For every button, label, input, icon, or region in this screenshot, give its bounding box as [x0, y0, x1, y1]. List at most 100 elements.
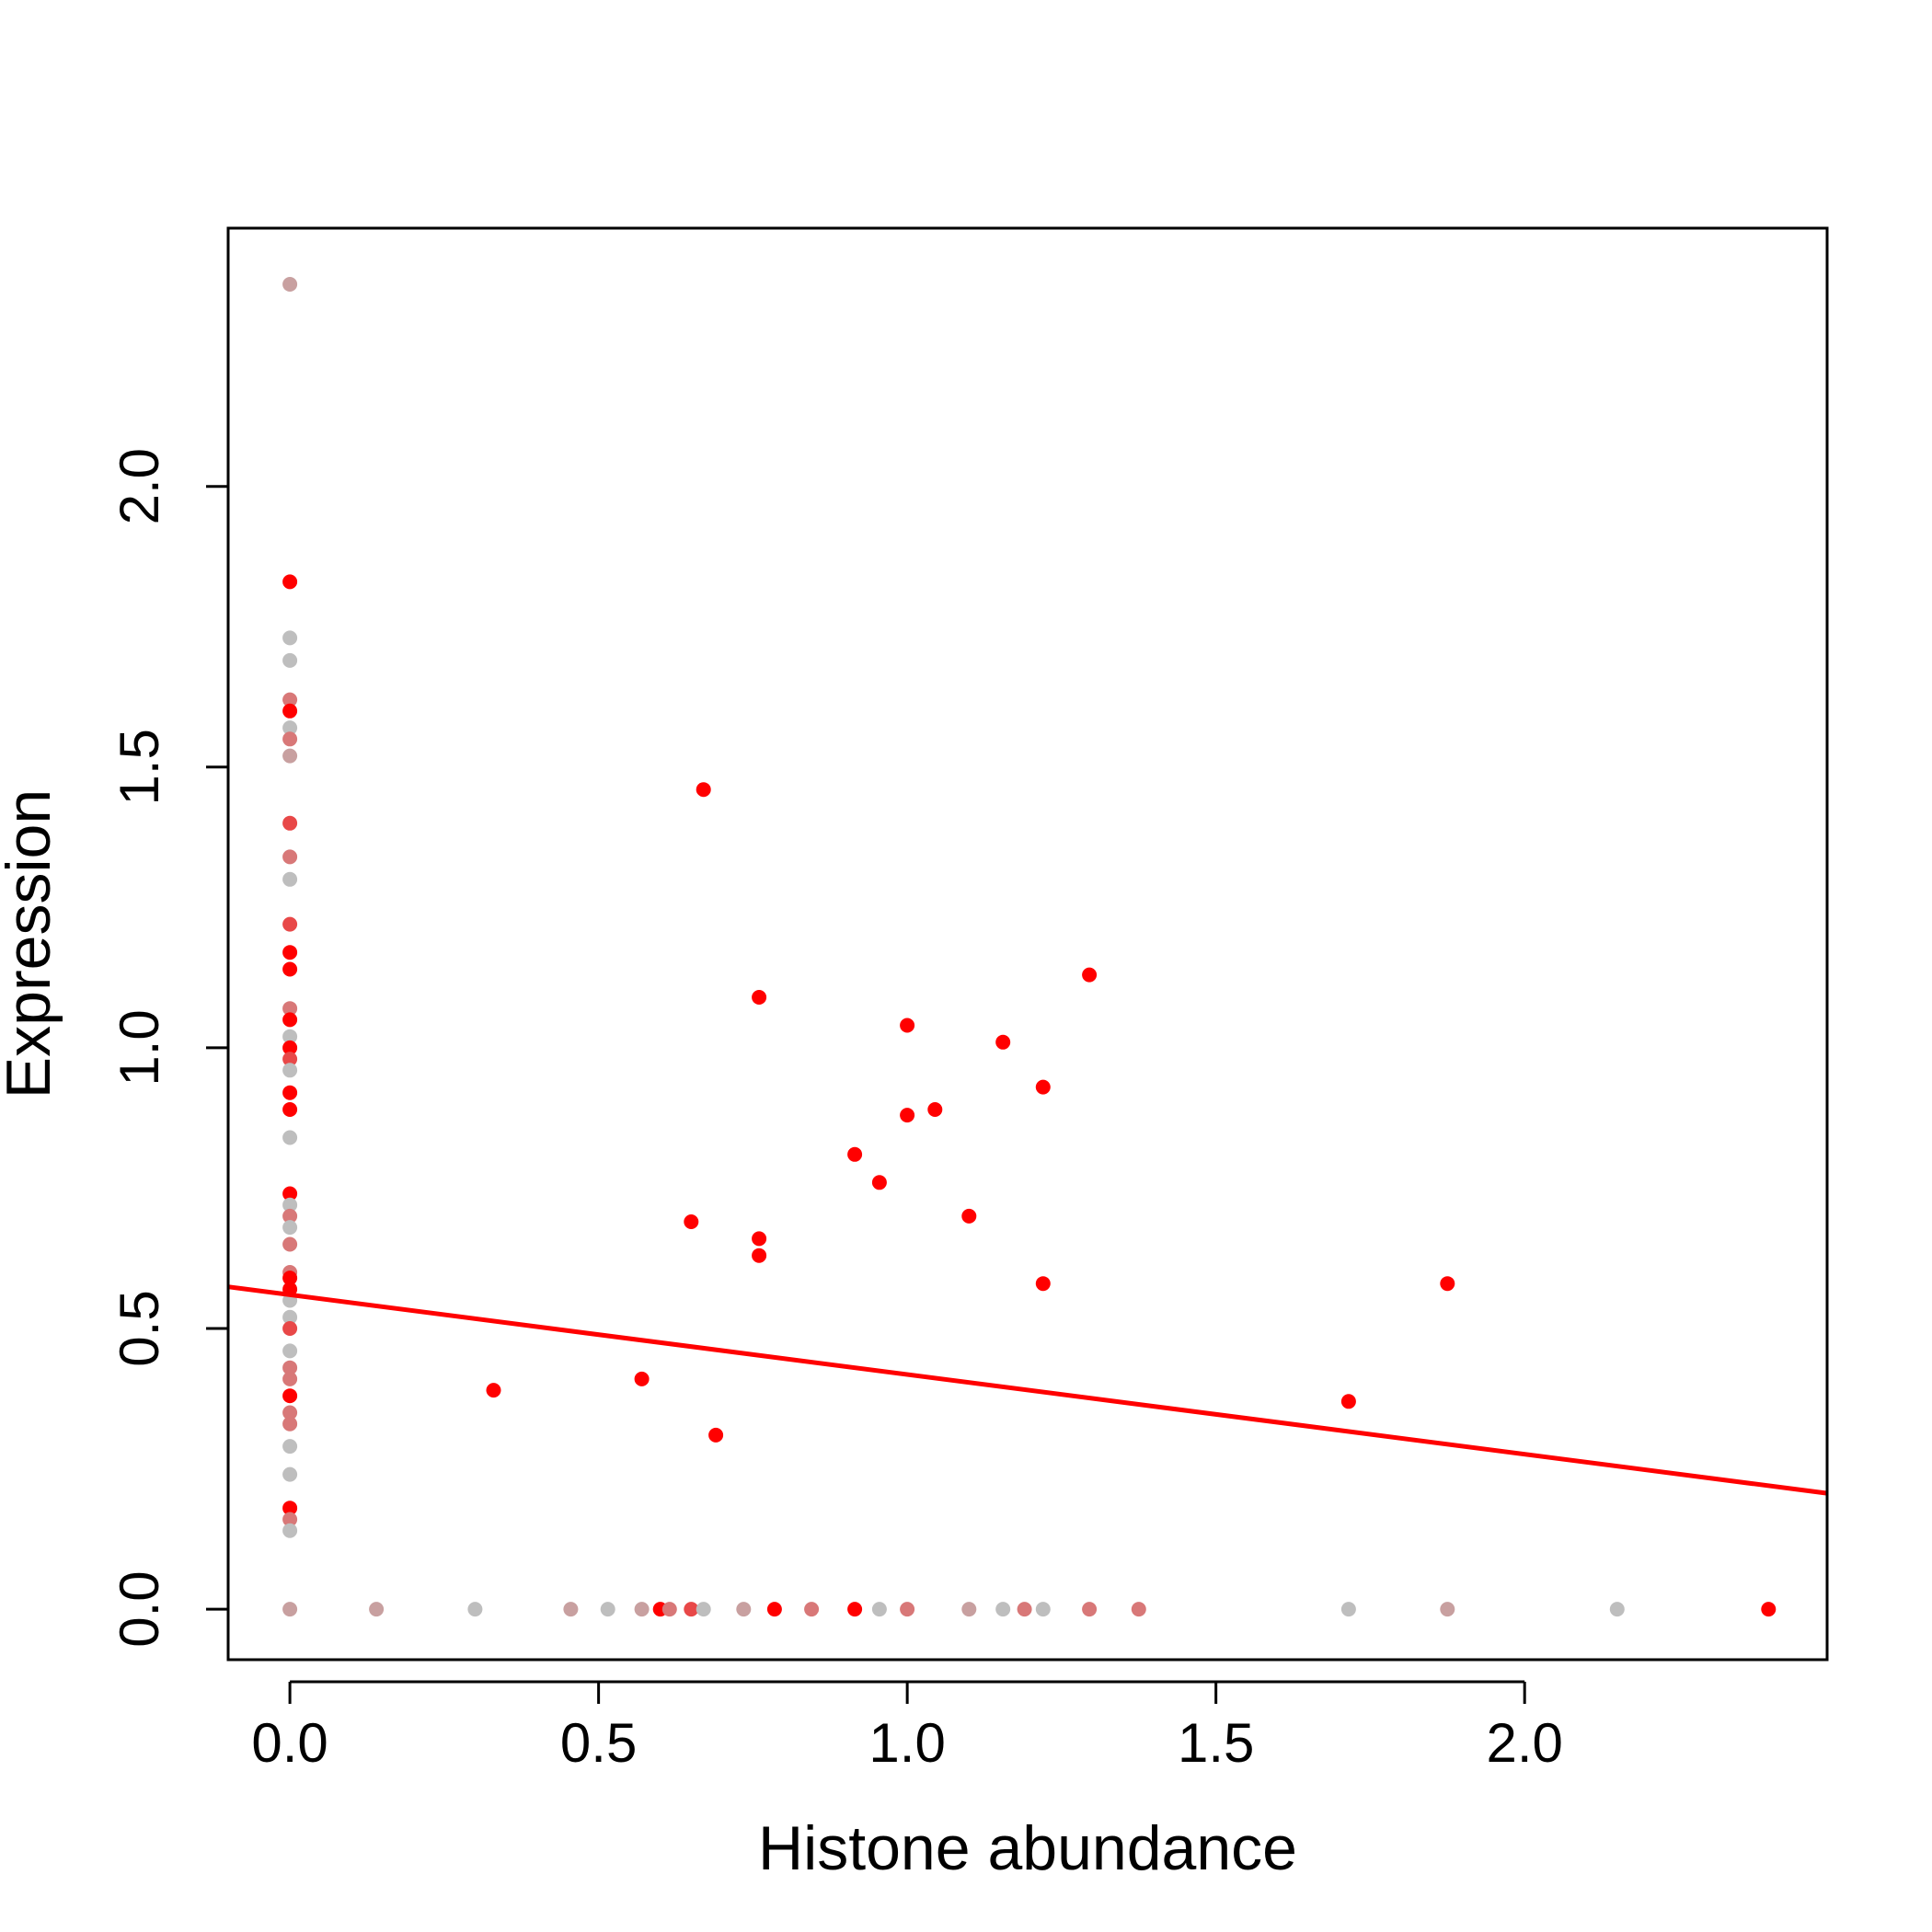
data-point: [282, 1512, 298, 1527]
data-point: [900, 1108, 915, 1123]
data-point: [1761, 1602, 1777, 1617]
x-tick-label: 0.0: [251, 1712, 328, 1774]
data-point: [927, 1102, 943, 1117]
data-point: [282, 1501, 298, 1516]
y-tick-label: 2.0: [109, 448, 170, 524]
data-point: [736, 1602, 752, 1617]
x-tick-label: 1.5: [1178, 1712, 1254, 1774]
data-point: [282, 1186, 298, 1202]
data-point: [766, 1602, 782, 1617]
data-point: [1017, 1602, 1032, 1617]
x-axis: 0.0 0.5 1.0 1.5 2.0: [251, 1680, 1563, 1774]
plot-frame: [226, 226, 1829, 1662]
data-point: [282, 692, 298, 707]
y-tick-label: 1.0: [109, 1009, 170, 1086]
x-tick-label: 1.0: [868, 1712, 945, 1774]
data-point: [282, 720, 298, 736]
data-point: [961, 1602, 977, 1617]
data-point: [282, 1523, 298, 1538]
data-point: [634, 1371, 650, 1386]
data-point: [634, 1602, 650, 1617]
data-point: [1131, 1602, 1146, 1617]
data-point: [282, 1321, 298, 1336]
y-tick-label: 0.5: [109, 1290, 170, 1366]
data-point: [282, 1343, 298, 1359]
data-point: [1082, 1602, 1098, 1617]
data-point: [282, 1439, 298, 1455]
data-point: [282, 1220, 298, 1236]
data-point: [282, 1040, 298, 1055]
data-point: [961, 1208, 977, 1224]
data-point: [1035, 1276, 1051, 1292]
data-point: [282, 1085, 298, 1100]
data-point: [486, 1383, 501, 1398]
data-point: [282, 1602, 298, 1617]
data-point: [282, 1130, 298, 1145]
data-point: [684, 1602, 699, 1617]
data-point: [282, 916, 298, 932]
x-tick-label: 2.0: [1486, 1712, 1562, 1774]
data-point: [282, 849, 298, 865]
data-point: [282, 1102, 298, 1117]
data-point: [708, 1427, 724, 1443]
data-point: [282, 1197, 298, 1213]
data-point: [752, 1248, 767, 1263]
x-tick-label: 0.5: [560, 1712, 637, 1774]
data-point: [752, 990, 767, 1005]
regression-line: [227, 1284, 1828, 1496]
data-point: [282, 1012, 298, 1028]
data-point: [1609, 1602, 1625, 1617]
data-point: [282, 1360, 298, 1375]
data-point: [282, 1466, 298, 1482]
data-point: [467, 1602, 483, 1617]
y-tick-label: 1.5: [109, 729, 170, 805]
data-point: [847, 1602, 863, 1617]
data-point: [282, 961, 298, 977]
data-point: [1440, 1602, 1455, 1617]
data-point: [282, 1371, 298, 1386]
data-point: [282, 945, 298, 960]
data-point: [282, 277, 298, 292]
data-point: [1340, 1602, 1356, 1617]
y-axis: 0.0 0.5 1.0 1.5 2.0: [109, 448, 230, 1648]
y-tick-label: 0.0: [109, 1570, 170, 1647]
data-point: [282, 1001, 298, 1017]
data-point: [282, 1388, 298, 1404]
x-axis-label: Histone abundance: [758, 1813, 1297, 1883]
data-point: [282, 1029, 298, 1044]
data-point: [1340, 1394, 1356, 1409]
data-point: [1035, 1079, 1051, 1095]
data-point: [282, 1271, 298, 1286]
data-point: [282, 1309, 298, 1325]
data-point: [900, 1018, 915, 1033]
data-point: [696, 782, 711, 798]
data-point: [282, 731, 298, 747]
data-point: [684, 1214, 699, 1229]
data-point: [995, 1034, 1011, 1050]
data-point: [282, 1063, 298, 1078]
data-point: [847, 1146, 863, 1162]
data-point: [282, 703, 298, 719]
data-point: [900, 1602, 915, 1617]
data-point: [995, 1602, 1011, 1617]
data-point: [804, 1602, 820, 1617]
data-point: [282, 748, 298, 764]
data-point: [282, 1052, 298, 1067]
data-point: [563, 1602, 579, 1617]
data-point: [282, 815, 298, 831]
data-point: [282, 1416, 298, 1432]
data-point: [696, 1602, 711, 1617]
data-point: [282, 1236, 298, 1252]
data-point: [600, 1602, 615, 1617]
data-point: [282, 871, 298, 887]
data-point: [282, 1208, 298, 1224]
y-axis-label: Expression: [0, 789, 63, 1098]
data-point: [282, 574, 298, 590]
data-point: [282, 652, 298, 668]
data-point: [369, 1602, 385, 1617]
data-point: [752, 1231, 767, 1247]
points-layer: [282, 277, 1777, 1617]
data-point: [1082, 967, 1098, 983]
data-point: [871, 1175, 887, 1190]
